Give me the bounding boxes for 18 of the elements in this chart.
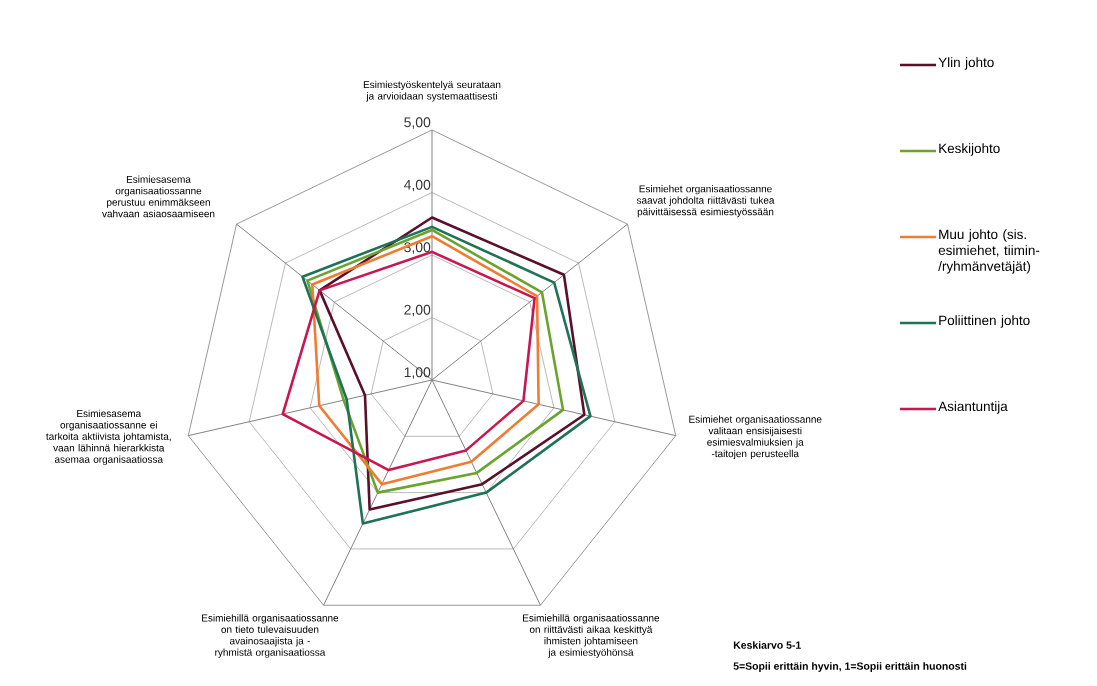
y-tick-label: 2,00 — [404, 304, 431, 317]
spoke-label: Esimiestyöskentelyä seurataan ja arvioidaan systemaattisesti — [363, 80, 501, 102]
y-tick-label: 1,00 — [404, 367, 431, 379]
text: Keskiarvo 5-1 — [733, 641, 801, 649]
spoke-label: Esimiehillä organisaatiossanne on riittävästi aikaa keskittyä ihmisten johtamiseen ja esimiestyöhönsä — [523, 614, 660, 658]
spoke-label: Esimiehet organisaatiossanne valitaan ensisijaisesti esimiesvalmiuksien ja -taitojen perusteella — [689, 415, 822, 460]
legend-label: Asiantuntija — [938, 401, 1008, 414]
spoke-label: Esimiesasema organisaatiossanne perustuu enimmäkseen vahvaan asiaosaamiseen — [102, 175, 215, 218]
legend-label: Muu johto (sis. esimiehet, tiimin- /ryhmänvetäjät) — [938, 229, 1040, 274]
legend-label: Poliittinen johto — [939, 315, 1030, 328]
text: 5=Sopii erittäin hyvin, 1=Sopii erittäin huonosti — [733, 662, 967, 672]
spoke-label: Esimiehillä organisaatiossanne on tieto tulevaisuuden avainosaajista ja -ryhmistä organisaatiossa — [202, 614, 339, 658]
legend-label: Keskijohto — [939, 143, 1000, 156]
legend-label: Ylin johto — [938, 57, 994, 70]
spoke-label: Esimiesasema organisaatiossanne ei tarkoita aktiivista johtamista, vaan lähinnä hierarkkista asemaa organisaatiossa — [46, 409, 171, 465]
y-tick-label: 5,00 — [404, 117, 431, 129]
y-tick-label: 4,00 — [403, 179, 431, 192]
spoke-label: Esimiehet organisaatiossanne saavat johdolta riittävästi tukea päivittäisessä esimiestyössään — [636, 185, 775, 218]
